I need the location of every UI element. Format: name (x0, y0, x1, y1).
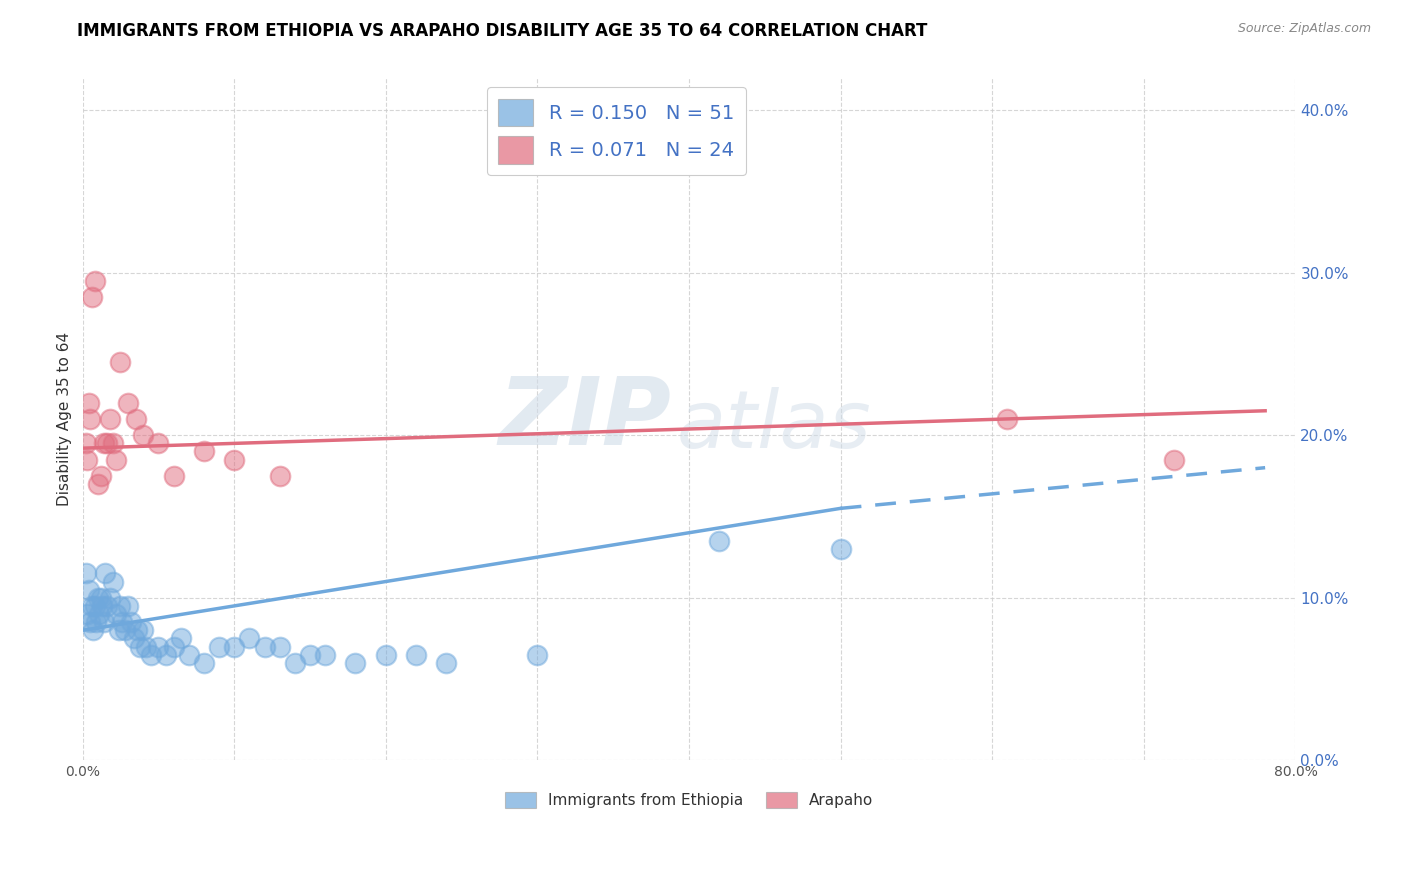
Point (170, 632, 193, 646)
Point (83, 274, 105, 288)
Text: IMMIGRANTS FROM ETHIOPIA VS ARAPAHO DISABILITY AGE 35 TO 64 CORRELATION CHART: IMMIGRANTS FROM ETHIOPIA VS ARAPAHO DISA… (77, 22, 928, 40)
Point (108, 624, 131, 638)
Point (269, 640, 291, 654)
Point (436, 656, 458, 670)
Point (162, 640, 184, 654)
Point (374, 648, 396, 662)
Point (155, 648, 177, 662)
Point (224, 452, 246, 467)
Point (83, 599, 105, 613)
Point (114, 624, 136, 638)
Point (76, 607, 98, 621)
Point (135, 640, 157, 654)
Point (93, 436, 115, 450)
Point (104, 607, 127, 621)
Point (1163, 452, 1185, 467)
Point (96, 599, 118, 613)
Point (111, 615, 134, 629)
Point (79, 412, 101, 426)
Point (193, 656, 215, 670)
Point (117, 599, 139, 613)
Point (104, 452, 127, 467)
Point (101, 574, 124, 589)
Point (269, 468, 291, 483)
Point (77, 395, 100, 409)
Y-axis label: Disability Age 35 to 64: Disability Age 35 to 64 (58, 332, 72, 506)
Point (89, 607, 111, 621)
Point (124, 412, 146, 426)
Point (208, 640, 231, 654)
Point (98, 591, 121, 605)
Point (87, 591, 110, 605)
Point (93, 615, 115, 629)
Point (314, 648, 336, 662)
Point (139, 648, 162, 662)
Point (82, 624, 104, 638)
Point (98, 412, 121, 426)
Point (110, 599, 132, 613)
Text: Source: ZipAtlas.com: Source: ZipAtlas.com (1237, 22, 1371, 36)
Point (709, 533, 731, 548)
Point (344, 656, 367, 670)
Text: atlas: atlas (676, 387, 872, 465)
Point (96, 436, 118, 450)
Point (77, 582, 100, 597)
Point (830, 541, 852, 556)
Point (405, 648, 427, 662)
Point (75, 566, 97, 581)
Point (84, 615, 107, 629)
Point (75, 436, 97, 450)
Point (526, 648, 548, 662)
Point (90, 468, 112, 483)
Point (90, 591, 112, 605)
Point (80, 290, 103, 304)
Point (224, 640, 246, 654)
Point (122, 632, 145, 646)
Point (94, 566, 117, 581)
Point (91, 599, 114, 613)
Point (177, 648, 200, 662)
Point (298, 648, 321, 662)
Point (127, 624, 149, 638)
Point (120, 615, 142, 629)
Point (238, 632, 260, 646)
Point (284, 656, 307, 670)
Point (997, 412, 1019, 426)
Point (87, 477, 110, 491)
Point (148, 640, 170, 654)
Point (129, 640, 152, 654)
Point (148, 436, 170, 450)
Point (132, 624, 155, 638)
Point (117, 395, 139, 409)
Point (253, 640, 276, 654)
Point (80, 599, 103, 613)
Point (162, 468, 184, 483)
Point (79, 615, 101, 629)
Point (193, 444, 215, 458)
Point (76, 452, 98, 467)
Point (132, 428, 155, 442)
Point (101, 436, 124, 450)
Legend: Immigrants from Ethiopia, Arapaho: Immigrants from Ethiopia, Arapaho (499, 786, 879, 814)
Point (110, 355, 132, 369)
Text: ZIP: ZIP (498, 373, 671, 465)
